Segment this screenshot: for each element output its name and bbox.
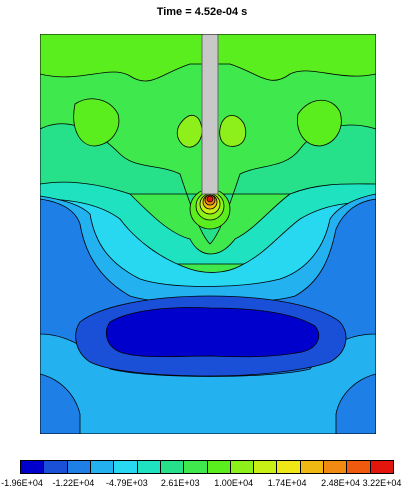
ring-6 [206,195,214,203]
colorbar-label: 2.48E+04 [321,478,360,488]
colorbar-segment [160,461,185,473]
colorbar-segment [114,461,138,473]
colorbar-label: 3.22E+04 [362,478,402,488]
region-lime-right [219,115,247,147]
colorbar-segment [347,461,371,473]
colorbar-label: 1.00E+04 [214,478,254,488]
colorbar-label: -4.79E+03 [105,478,148,488]
colorbar-segment [184,461,208,473]
region-darkblue-core [105,307,320,358]
colorbar-segment [67,461,91,473]
colorbar-labels: -1.96E+04 -1.22E+04 -4.79E+03 2.61E+03 1.00E… [0,478,404,490]
probe-rod [201,34,219,195]
region-left-lobe [73,98,120,147]
colorbar [20,460,394,474]
colorbar-segment [300,461,325,473]
colorbar-segment [21,461,45,473]
region-lime-left [176,115,203,148]
colorbar-label: 1.74E+04 [267,478,307,488]
colorbar-segment [370,461,393,473]
contour-plot [40,34,376,434]
colorbar-segment [254,461,278,473]
colorbar-segment [277,461,301,473]
colorbar-segment [324,461,348,473]
colorbar-segment [207,461,231,473]
colorbar-segment [44,461,68,473]
region-lower-right-lobe [335,373,376,434]
colorbar-segment [137,461,161,473]
region-lower-left-lobe [40,373,81,434]
colorbar-label: -1.96E+04 [1,478,43,488]
plot-title: Time = 4.52e-04 s [156,6,248,18]
colorbar-label: 2.61E+03 [160,478,200,488]
colorbar-segment [90,461,115,473]
region-right-lobe [297,99,342,147]
colorbar-segment [230,461,255,473]
colorbar-label: -1.22E+04 [52,478,95,488]
